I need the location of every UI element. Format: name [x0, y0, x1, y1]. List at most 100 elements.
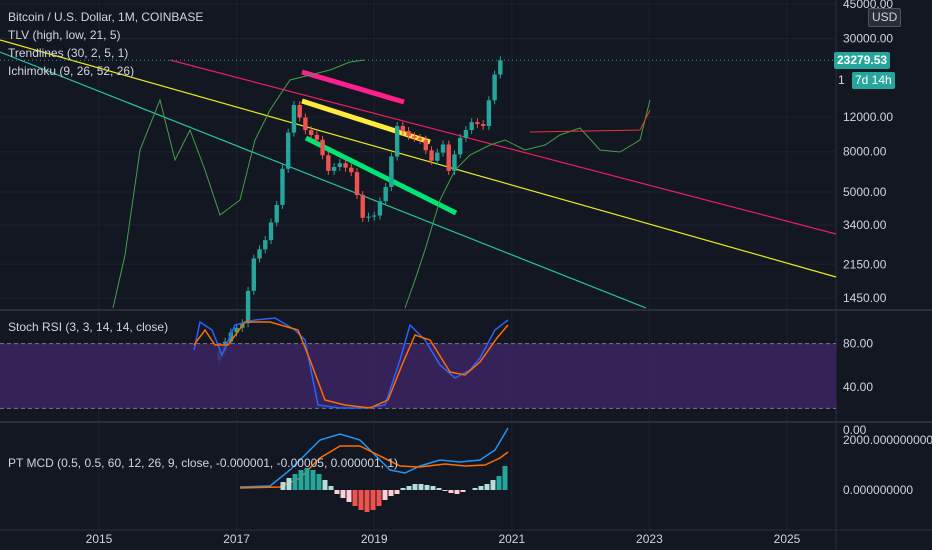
- indicator-trendlines-label[interactable]: Trendlines (30, 2, 5, 1): [8, 46, 129, 60]
- candle-body: [320, 139, 325, 156]
- macd-histogram-bar: [442, 490, 448, 491]
- stoch-tick-label: 80.00: [843, 337, 873, 351]
- macd-line: [239, 427, 509, 488]
- candle-body: [372, 215, 377, 217]
- macd-histogram-bar: [478, 486, 484, 490]
- candle-body: [417, 137, 423, 140]
- candle-body: [245, 290, 251, 324]
- candle-body: [349, 167, 354, 173]
- time-tick-label: 2023: [636, 532, 663, 546]
- macd-histogram-bar: [352, 490, 358, 506]
- candle-body: [274, 204, 279, 223]
- stoch-tick-label: 0.00: [843, 423, 867, 437]
- ichimoku-cloud-edge: [529, 109, 651, 133]
- ichimoku-lagging-line-2: [404, 99, 651, 309]
- candle-body: [263, 240, 268, 250]
- macd-tick-label: 2000.000000000: [843, 433, 932, 447]
- macd-histogram-bar: [490, 480, 496, 490]
- stoch-rsi-title[interactable]: Stoch RSI (3, 3, 14, 14, close): [8, 320, 169, 334]
- macd-histogram-bar: [286, 478, 292, 490]
- macd-histogram-bar: [280, 482, 286, 490]
- macd-histogram-bar: [418, 484, 424, 490]
- candle-body: [297, 105, 302, 118]
- indicator-ichimoku-label[interactable]: Ichimoku (9, 26, 52, 26): [8, 64, 135, 78]
- candle-body: [389, 156, 394, 187]
- macd-histogram-bar: [370, 490, 376, 510]
- macd-histogram-bar: [406, 486, 412, 490]
- candle-body: [331, 167, 337, 171]
- time-tick-label: 2017: [223, 532, 250, 546]
- candle-body: [234, 327, 239, 333]
- candle-body: [458, 137, 463, 155]
- candle-body: [280, 168, 285, 205]
- macd-histogram-bar: [358, 490, 364, 510]
- candle-body: [257, 249, 262, 259]
- price-tick-label: 8000.00: [843, 145, 887, 159]
- indicator-tlv-label[interactable]: TLV (high, low, 21, 5): [8, 28, 121, 42]
- macd-histogram-bar: [322, 480, 328, 490]
- macd-histogram-bar: [502, 466, 508, 490]
- pt-mcd-title[interactable]: PT MCD (0.5, 0.5, 60, 12, 26, 9, close, …: [8, 456, 399, 470]
- pink-trendline: [169, 59, 837, 235]
- candle-body: [452, 154, 457, 171]
- candle-body: [366, 216, 371, 218]
- macd-histogram-bar: [304, 468, 310, 490]
- last-price-badge: 23279.53: [834, 52, 891, 69]
- macd-histogram-bar: [400, 488, 406, 490]
- candle-body: [286, 132, 291, 169]
- candle-body: [435, 152, 440, 161]
- candle-body: [383, 186, 388, 202]
- price-tick-label: 1450.00: [843, 291, 887, 305]
- macd-histogram-bar: [316, 474, 322, 490]
- ichimoku-lagging-line: [112, 59, 366, 309]
- macd-histogram-bar: [412, 484, 418, 490]
- candle-body: [337, 163, 342, 168]
- macd-histogram-bar: [346, 490, 352, 502]
- teal-trendline: [0, 51, 647, 309]
- bar-timer-badge: 7d 14h: [852, 72, 895, 89]
- time-tick-label: 2019: [361, 532, 388, 546]
- candle-body: [354, 172, 360, 195]
- green-trend-segment: [304, 135, 458, 216]
- candle-body: [486, 100, 492, 127]
- candle-body: [251, 258, 256, 291]
- candle-body: [314, 134, 320, 140]
- candle-body: [394, 126, 400, 157]
- candle-body: [291, 105, 297, 133]
- candle-body: [400, 126, 406, 132]
- macd-histogram-bar: [430, 486, 436, 490]
- time-tick-label: 2025: [774, 532, 801, 546]
- time-tick-label: 2021: [498, 532, 525, 546]
- candle-body: [498, 60, 503, 75]
- candle-body: [406, 131, 411, 137]
- candle-body: [303, 117, 308, 131]
- macd-histogram-bar: [454, 490, 460, 494]
- candle-body: [480, 124, 486, 127]
- bar-timer-prefix: 1: [838, 73, 845, 87]
- currency-badge[interactable]: USD: [868, 8, 902, 27]
- candle-body: [429, 150, 434, 161]
- macd-histogram-bar: [292, 474, 298, 490]
- macd-histogram-bar: [376, 490, 382, 506]
- candle-body: [469, 122, 474, 131]
- stoch-tick-label: 40.00: [843, 380, 873, 394]
- candle-body: [463, 130, 469, 138]
- chart-title[interactable]: Bitcoin / U.S. Dollar, 1M, COINBASE: [8, 10, 204, 24]
- macd-histogram-bar: [484, 484, 490, 490]
- candle-body: [326, 155, 331, 171]
- yellow-trendline: [0, 39, 837, 278]
- candle-body: [360, 194, 365, 218]
- macd-histogram-bar: [448, 490, 454, 493]
- stoch-band: [0, 343, 836, 409]
- candle-body: [446, 144, 451, 171]
- macd-histogram-bar: [364, 490, 370, 512]
- macd-histogram-bar: [328, 486, 334, 490]
- candle-body: [475, 122, 480, 125]
- price-tick-label: 2150.00: [843, 257, 887, 271]
- candle-body: [412, 136, 417, 138]
- macd-histogram-bar: [310, 470, 316, 490]
- macd-tick-label: 0.000000000: [843, 483, 913, 497]
- price-tick-label: 5000.00: [843, 185, 887, 199]
